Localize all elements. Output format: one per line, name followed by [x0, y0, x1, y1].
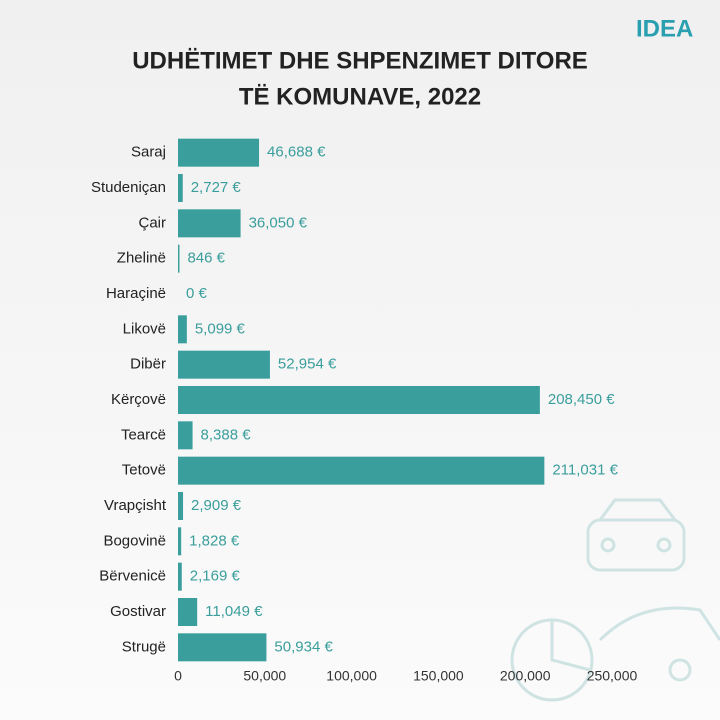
y-tick-label: Zhelinë	[117, 250, 166, 267]
chart-title: UDHËTIMET DHE SHPENZIMET DITORE	[132, 47, 588, 74]
y-tick-label: Strugë	[122, 638, 166, 655]
y-tick-label: Likovë	[123, 320, 166, 337]
value-label: 11,049 €	[205, 603, 263, 620]
x-tick-label: 150,000	[413, 668, 464, 684]
y-tick-label: Vrapçisht	[104, 497, 167, 514]
value-label: 2,169 €	[190, 568, 241, 585]
x-tick-label: 100,000	[326, 668, 377, 684]
value-label: 208,450 €	[548, 391, 615, 408]
bar	[178, 456, 545, 485]
value-label: 846 €	[187, 250, 225, 267]
bar	[178, 315, 187, 344]
y-tick-label: Haraçinë	[106, 285, 166, 302]
chart-title: TË KOMUNAVE, 2022	[239, 83, 481, 110]
value-label: 52,954 €	[278, 356, 337, 373]
bar	[178, 562, 182, 591]
y-tick-label: Tetovë	[122, 462, 166, 479]
decoration	[510, 498, 720, 702]
y-tick-label: Kërçovë	[111, 391, 166, 408]
bar	[178, 386, 540, 414]
value-label: 2,727 €	[191, 179, 242, 196]
value-label: 1,828 €	[189, 532, 240, 549]
bar	[178, 421, 193, 450]
x-tick-label: 250,000	[587, 668, 638, 684]
value-label: 211,031 €	[552, 462, 618, 479]
bar	[178, 598, 198, 626]
value-label: 36,050 €	[249, 214, 308, 231]
logo: IDEA	[636, 15, 693, 42]
x-tick-label: 0	[174, 668, 182, 684]
bar	[178, 527, 182, 556]
bar	[178, 492, 184, 520]
bar	[178, 350, 270, 379]
y-tick-label: Tearcë	[121, 426, 166, 443]
y-tick-label: Çair	[138, 214, 166, 231]
value-label: 0 €	[186, 285, 208, 302]
value-label: 8,388 €	[201, 426, 252, 443]
bar	[178, 138, 260, 167]
bar	[178, 633, 267, 662]
bar	[178, 174, 183, 202]
value-label: 50,934 €	[274, 638, 333, 655]
y-tick-label: Studeniçan	[91, 179, 166, 196]
y-tick-label: Gostivar	[110, 603, 166, 620]
x-tick-label: 50,000	[243, 668, 286, 684]
x-tick-label: 200,000	[500, 668, 551, 684]
y-tick-label: Saraj	[131, 144, 166, 161]
value-label: 2,909 €	[191, 497, 242, 514]
bar	[178, 209, 241, 238]
y-tick-label: Dibër	[130, 356, 166, 373]
bar	[178, 244, 180, 273]
y-tick-label: Bërvenicë	[99, 568, 166, 585]
value-label: 46,688 €	[267, 144, 326, 161]
value-label: 5,099 €	[195, 320, 246, 337]
y-tick-label: Bogovinë	[103, 532, 166, 549]
